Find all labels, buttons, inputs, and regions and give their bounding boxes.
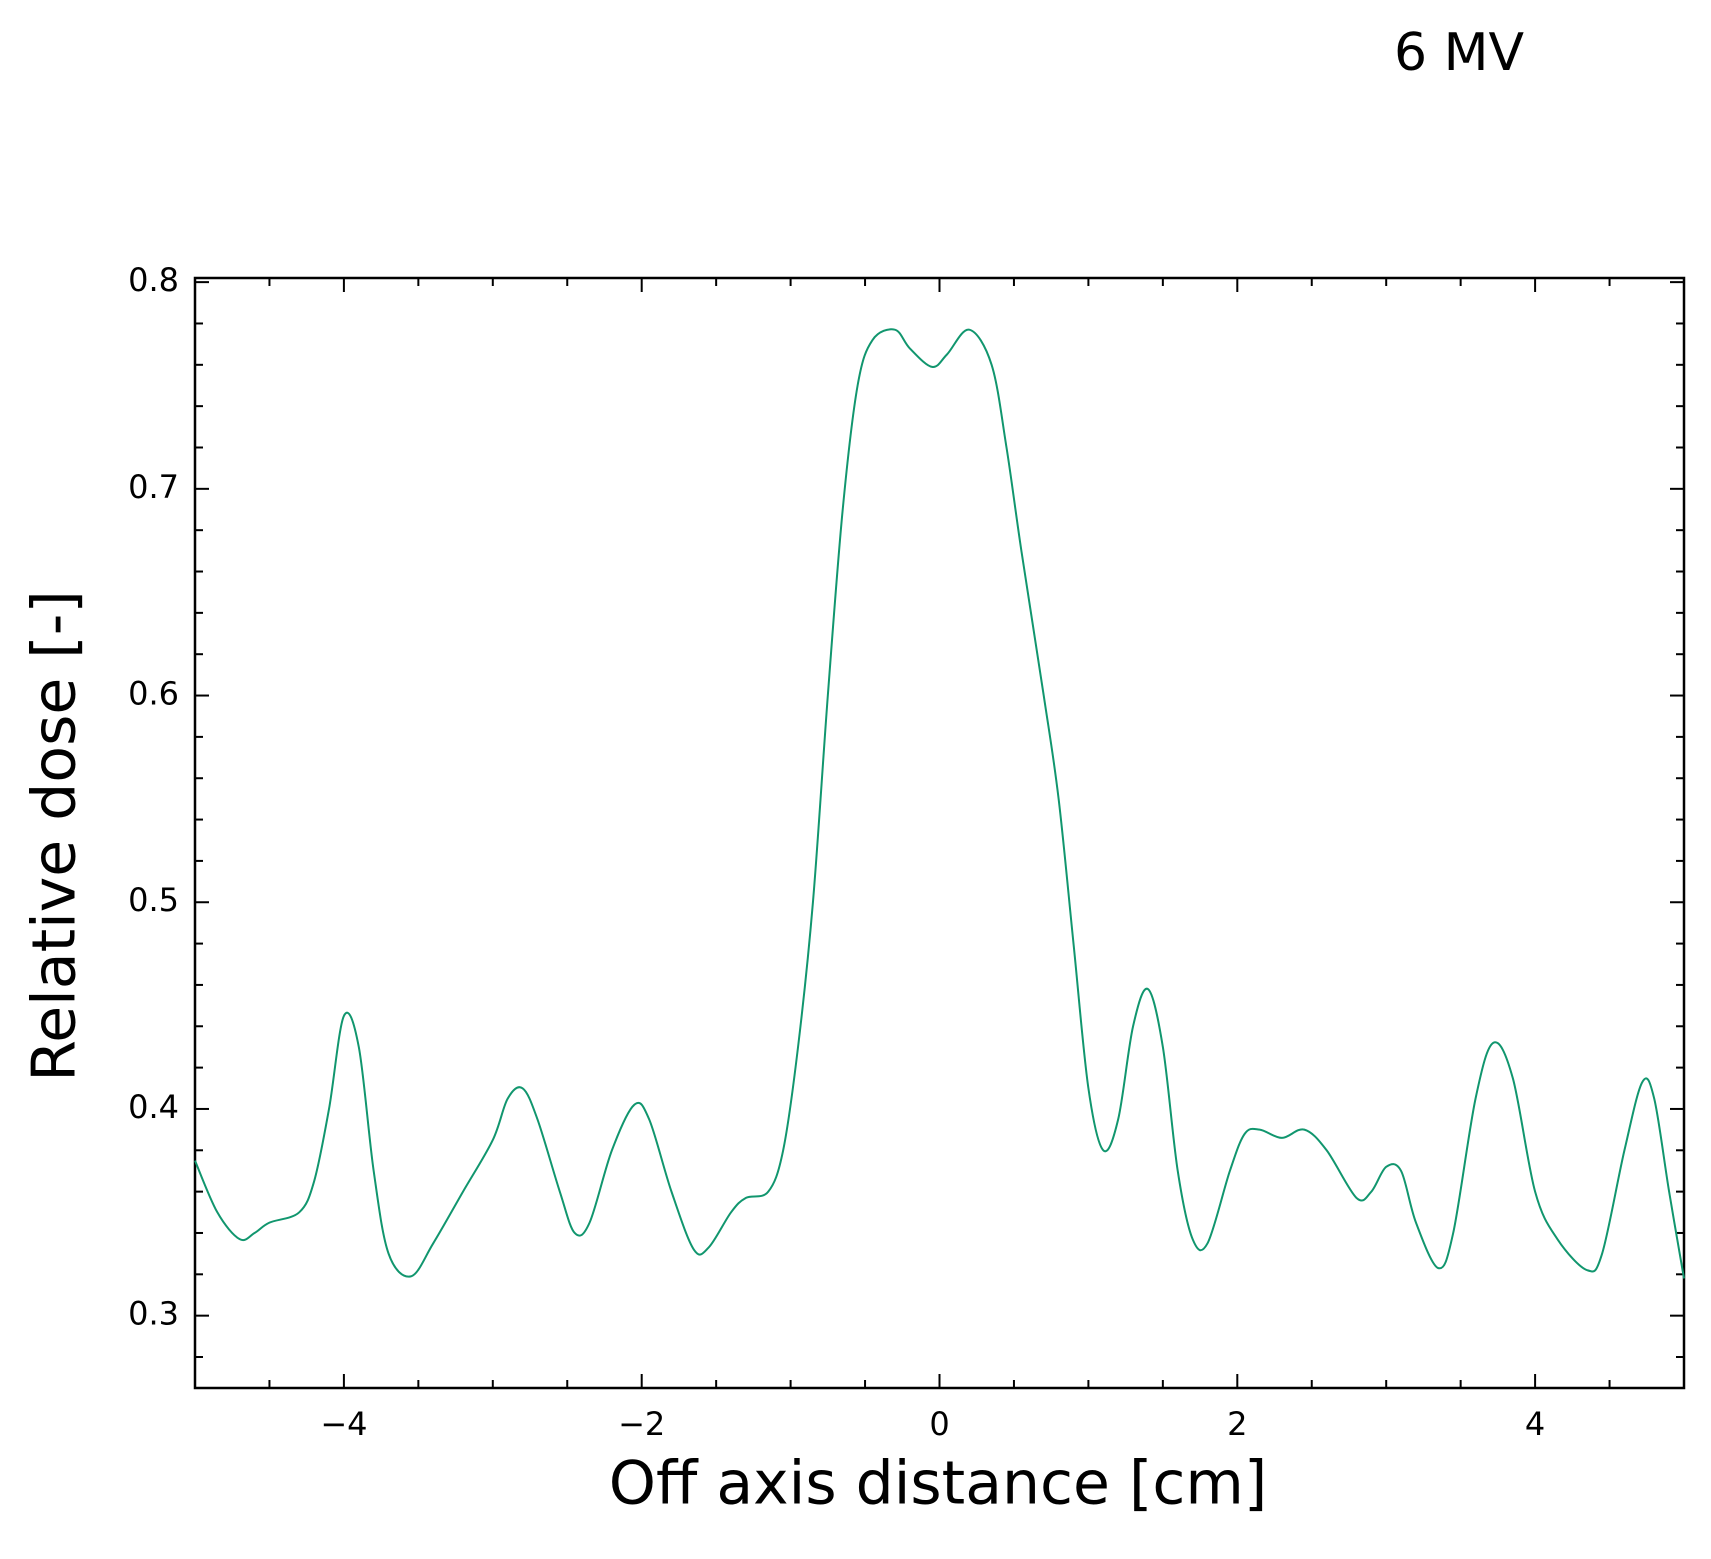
- y-tick-label: 0.4: [128, 1088, 179, 1126]
- y-tick-label: 0.3: [128, 1295, 179, 1333]
- y-tick-label: 0.6: [128, 675, 179, 713]
- x-tick-label: −4: [320, 1405, 367, 1443]
- y-axis-label: Relative dose [-]: [20, 590, 90, 1082]
- x-tick-label: 2: [1227, 1405, 1247, 1443]
- y-tick-label: 0.5: [128, 881, 179, 919]
- x-tick-label: 4: [1525, 1405, 1545, 1443]
- data-line: [194, 328, 1685, 1279]
- plot-frame: [193, 276, 1686, 1390]
- x-tick-label: 0: [929, 1405, 949, 1443]
- y-tick-label: 0.7: [128, 468, 179, 506]
- x-axis-label: Off axis distance [cm]: [609, 1449, 1267, 1519]
- chart-title: 6 MV: [1394, 23, 1524, 83]
- y-tick-label: 0.8: [128, 261, 179, 299]
- x-tick-label: −2: [618, 1405, 665, 1443]
